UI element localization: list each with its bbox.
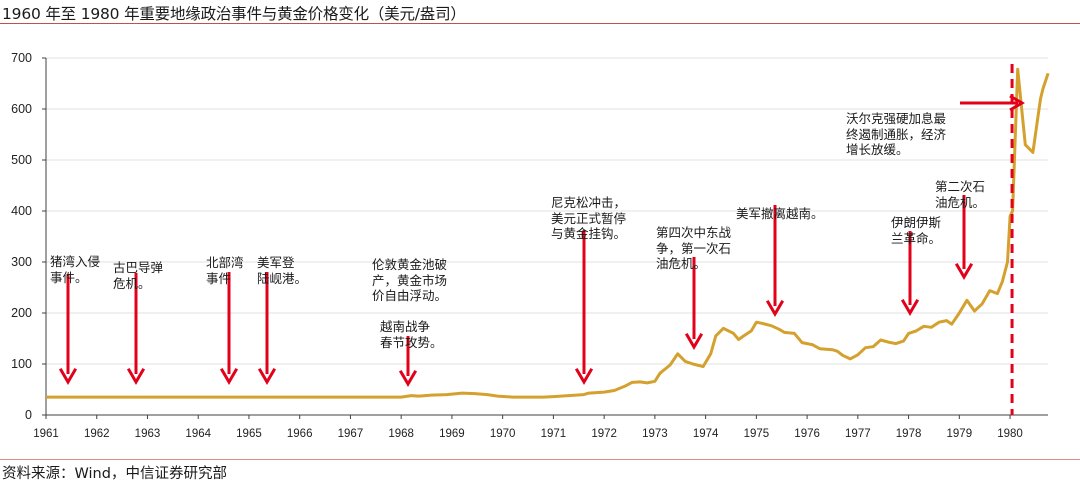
annotation-volcker: 沃尔克强硬加息最 终遏制通胀，经济 增长放缓。 — [846, 111, 947, 157]
down-arrow-head-icon — [765, 299, 785, 317]
x-tick-label: 1979 — [947, 428, 973, 440]
down-arrow-head-icon — [398, 369, 418, 387]
annotation-second-oil-crisis: 第二次石 油危机。 — [935, 179, 986, 210]
x-tick-label: 1968 — [388, 428, 414, 440]
annotation-gulf-of-tonkin: 北部湾 事件 — [206, 255, 244, 286]
annotation-iranian-revolution: 伊朗伊斯 兰革命。 — [891, 215, 942, 246]
annotation-us-withdraw-vietnam: 美军撤离越南。 — [736, 206, 824, 221]
annotation-cuban-missile-crisis: 古巴导弹 危机。 — [113, 260, 164, 291]
annotation-pig-bay: 猪湾入侵 事件。 — [50, 254, 101, 285]
x-tick-label: 1976 — [794, 428, 820, 440]
x-tick-label: 1961 — [33, 428, 59, 440]
annotation-tet-offensive: 越南战争 春节攻势。 — [380, 319, 443, 350]
y-tick-label: 100 — [11, 357, 32, 371]
x-tick-label: 1971 — [541, 428, 567, 440]
x-tick-label: 1966 — [287, 428, 313, 440]
x-tick-label: 1972 — [591, 428, 617, 440]
y-tick-label: 500 — [11, 153, 32, 167]
x-tick-label: 1965 — [236, 428, 262, 440]
x-tick-label: 1963 — [135, 428, 161, 440]
y-tick-label: 600 — [11, 102, 32, 116]
x-tick-label: 1973 — [642, 428, 668, 440]
right-arrow-head-icon — [1009, 94, 1025, 112]
x-axis: 1961 1962 1963 1964 1965 1966 1967 1968 1969 1970… — [33, 414, 1048, 440]
down-arrow-head-icon — [574, 367, 594, 385]
x-tick-label: 1975 — [744, 428, 770, 440]
x-tick-label: 1970 — [490, 428, 516, 440]
x-tick-label: 1969 — [439, 428, 465, 440]
event-arrows — [58, 94, 1025, 387]
title-divider — [0, 23, 1080, 24]
y-tick-label: 700 — [11, 51, 32, 65]
x-tick-label: 1974 — [693, 428, 719, 440]
x-tick-label: 1980 — [997, 428, 1023, 440]
annotation-yom-kippur-war: 第四次中东战 争，第一次石 油危机。 — [656, 225, 732, 271]
source-note: 资料来源：Wind，中信证券研究部 — [2, 466, 227, 482]
annotation-da-nang-landing: 美军登 陆岘港。 — [257, 255, 308, 286]
down-arrow-head-icon — [954, 262, 974, 280]
y-tick-label: 300 — [11, 255, 32, 269]
down-arrow-head-icon — [684, 332, 704, 350]
gridlines — [46, 57, 1048, 365]
x-tick-label: 1978 — [896, 428, 922, 440]
annotation-nixon-shock: 尼克松冲击， 美元正式暂停 与黄金挂钩。 — [551, 195, 627, 241]
chart-title: 1960 年至 1980 年重要地缘政治事件与黄金价格变化（美元/盎司） — [2, 5, 466, 23]
source-divider — [0, 459, 1080, 460]
annotation-london-gold-pool: 伦敦黄金池破 产，黄金市场 价自由浮动。 — [372, 257, 448, 303]
y-tick-label: 200 — [11, 306, 32, 320]
down-arrow-head-icon — [219, 367, 239, 385]
down-arrow-head-icon — [900, 298, 920, 316]
down-arrow-head-icon — [58, 367, 78, 385]
x-tick-label: 1967 — [338, 428, 364, 440]
y-axis: 0 100 200 300 400 500 600 700 — [11, 51, 47, 422]
down-arrow-head-icon — [126, 367, 146, 385]
y-tick-label: 400 — [11, 204, 32, 218]
gold-price-line — [46, 67, 1050, 399]
x-tick-label: 1964 — [185, 428, 211, 440]
x-tick-label: 1962 — [84, 428, 110, 440]
x-tick-label: 1977 — [845, 428, 871, 440]
down-arrow-head-icon — [257, 367, 277, 385]
y-tick-label: 0 — [25, 408, 32, 422]
